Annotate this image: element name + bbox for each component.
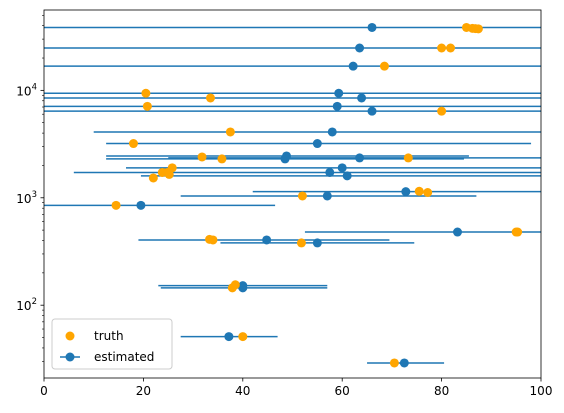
estimated-point (357, 93, 367, 103)
estimated-point (322, 191, 332, 201)
truth-point (164, 169, 174, 179)
y-tick-label: 104 (16, 82, 37, 98)
truth-point (513, 227, 523, 237)
estimated-point (401, 187, 411, 197)
legend-box (51, 318, 173, 370)
truth-point (141, 88, 151, 98)
truth-point (403, 153, 413, 163)
truth-point (473, 24, 483, 34)
legend-marker-estimated (65, 352, 75, 362)
truth-point (423, 187, 433, 197)
x-tick-label: 100 (530, 384, 553, 398)
estimated-point (280, 154, 290, 164)
truth-point (414, 186, 424, 196)
x-tick-label: 0 (40, 384, 48, 398)
estimated-point (334, 88, 344, 98)
legend-marker-truth (65, 331, 75, 341)
estimated-point (399, 358, 409, 368)
estimated-point (367, 106, 377, 116)
truth-point (217, 154, 227, 164)
truth-point (197, 152, 207, 162)
estimated-point (136, 200, 146, 210)
estimated-point (348, 61, 358, 71)
truth-point (225, 127, 235, 137)
truth-series (111, 22, 523, 368)
estimated-point (327, 127, 337, 137)
estimated-point (337, 163, 347, 173)
truth-point (446, 43, 456, 53)
truth-point (389, 358, 399, 368)
truth-point (379, 61, 389, 71)
truth-point (205, 93, 215, 103)
truth-point (148, 173, 158, 183)
estimated-point (312, 139, 322, 149)
x-tick-label: 40 (235, 384, 250, 398)
estimated-point (312, 238, 322, 248)
truth-point (297, 191, 307, 201)
estimated-point (453, 227, 463, 237)
truth-point (142, 101, 152, 111)
estimated-point (367, 22, 377, 32)
truth-point (437, 43, 447, 53)
truth-point (227, 283, 237, 293)
truth-point (238, 332, 248, 342)
x-axis: 0 20 40 60 80 100 (40, 378, 552, 398)
estimated-point (325, 167, 335, 177)
estimated-point (342, 171, 352, 181)
x-tick-label: 60 (335, 384, 350, 398)
truth-point (296, 238, 306, 248)
x-tick-label: 20 (136, 384, 151, 398)
legend-label-truth: truth (94, 329, 124, 343)
truth-point (128, 139, 138, 149)
plot-frame (43, 9, 542, 379)
truth-point (208, 235, 218, 245)
estimated-point (355, 153, 365, 163)
estimated-point (332, 101, 342, 111)
estimated-point (238, 283, 248, 293)
y-tick-label: 103 (16, 190, 37, 206)
truth-point (111, 200, 121, 210)
legend: truth estimated (51, 318, 173, 370)
truth-point (437, 106, 447, 116)
y-tick-label: 102 (16, 297, 37, 313)
y-axis: 102 103 104 (16, 14, 44, 362)
legend-label-estimated: estimated (94, 350, 154, 364)
estimated-point (355, 43, 365, 53)
estimated-point (224, 332, 234, 342)
x-tick-label: 80 (434, 384, 449, 398)
